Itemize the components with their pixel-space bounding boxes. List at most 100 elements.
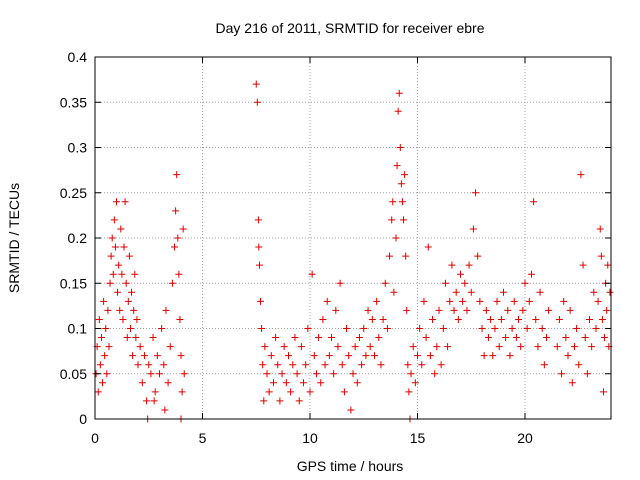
data-point (323, 297, 331, 305)
data-point (180, 370, 188, 378)
data-point (129, 352, 137, 360)
data-point (351, 343, 359, 351)
data-point (437, 361, 445, 369)
data-point (364, 306, 372, 314)
data-point (115, 261, 123, 269)
data-point (431, 370, 439, 378)
data-point (332, 306, 340, 314)
data-point (606, 288, 614, 296)
data-point (287, 388, 295, 396)
data-point (124, 297, 132, 305)
data-point (465, 261, 473, 269)
data-point (111, 243, 119, 251)
data-point (454, 315, 462, 323)
data-point (579, 261, 587, 269)
data-point (538, 325, 546, 332)
data-point (553, 343, 561, 351)
data-point (164, 379, 172, 387)
data-point (161, 406, 169, 414)
data-point (166, 343, 174, 351)
data-point (293, 370, 301, 378)
data-point (255, 243, 263, 251)
data-point (386, 252, 394, 260)
data-point (474, 252, 482, 260)
y-tick-label: 0.1 (68, 321, 88, 337)
data-point (150, 397, 158, 405)
data-point (379, 315, 387, 323)
data-point (506, 352, 514, 360)
y-tick-label: 0.2 (68, 230, 88, 246)
grid (95, 57, 611, 419)
data-point (543, 334, 550, 342)
data-point (596, 225, 604, 233)
data-point (109, 270, 117, 278)
data-point (128, 288, 136, 296)
data-point (487, 315, 495, 323)
data-point (388, 216, 396, 224)
x-tick-label: 5 (199, 430, 207, 446)
data-point (101, 352, 109, 360)
data-points (92, 80, 614, 423)
data-point (588, 343, 596, 351)
data-point (321, 361, 329, 369)
data-point (108, 234, 116, 242)
data-point (138, 379, 146, 387)
data-point (330, 370, 338, 378)
data-point (125, 252, 133, 260)
data-point (444, 343, 452, 351)
data-point (362, 352, 370, 360)
y-tick-label: 0.4 (68, 49, 88, 65)
data-point (484, 334, 492, 342)
data-point (583, 370, 591, 378)
data-point (102, 325, 110, 332)
data-point (103, 370, 111, 378)
data-point (512, 334, 520, 342)
data-point (122, 279, 130, 287)
data-point (409, 343, 417, 351)
data-point (312, 370, 320, 378)
data-point (493, 297, 501, 305)
data-point (353, 379, 361, 387)
data-point (564, 352, 572, 360)
data-point (132, 334, 140, 342)
data-point (117, 225, 125, 233)
data-point (151, 388, 159, 396)
data-point (400, 216, 408, 224)
data-point (463, 306, 471, 314)
data-point (476, 297, 484, 305)
data-point (577, 171, 585, 179)
data-point (495, 343, 503, 351)
data-point (140, 352, 148, 360)
data-point (96, 361, 104, 369)
data-point (94, 388, 102, 396)
data-point (338, 361, 346, 369)
data-point (469, 225, 477, 233)
data-point (433, 343, 441, 351)
data-point (306, 388, 314, 396)
data-point (257, 297, 265, 305)
data-point (121, 198, 129, 206)
data-point (603, 306, 611, 314)
data-point (439, 325, 447, 332)
data-point (590, 288, 598, 296)
data-point (173, 171, 181, 179)
data-point (489, 352, 497, 360)
y-tick-label: 0.25 (60, 185, 87, 201)
x-tick-label: 20 (517, 430, 533, 446)
data-point (407, 370, 415, 378)
data-point (97, 334, 105, 342)
data-point (100, 297, 108, 305)
data-point (278, 370, 286, 378)
data-point (317, 379, 325, 387)
data-point (558, 370, 566, 378)
data-point (540, 361, 548, 369)
data-point (171, 243, 179, 251)
data-point (334, 343, 342, 351)
axis-ticks: 0 0.05 0.1 0.15 0.2 0.25 0.3 0.35 0.4 0 5 10 15 20 (60, 49, 611, 446)
data-point (375, 334, 383, 342)
x-tick-label: 15 (410, 430, 426, 446)
data-point (404, 361, 412, 369)
data-point (263, 370, 271, 378)
x-tick-label: 10 (302, 430, 318, 446)
